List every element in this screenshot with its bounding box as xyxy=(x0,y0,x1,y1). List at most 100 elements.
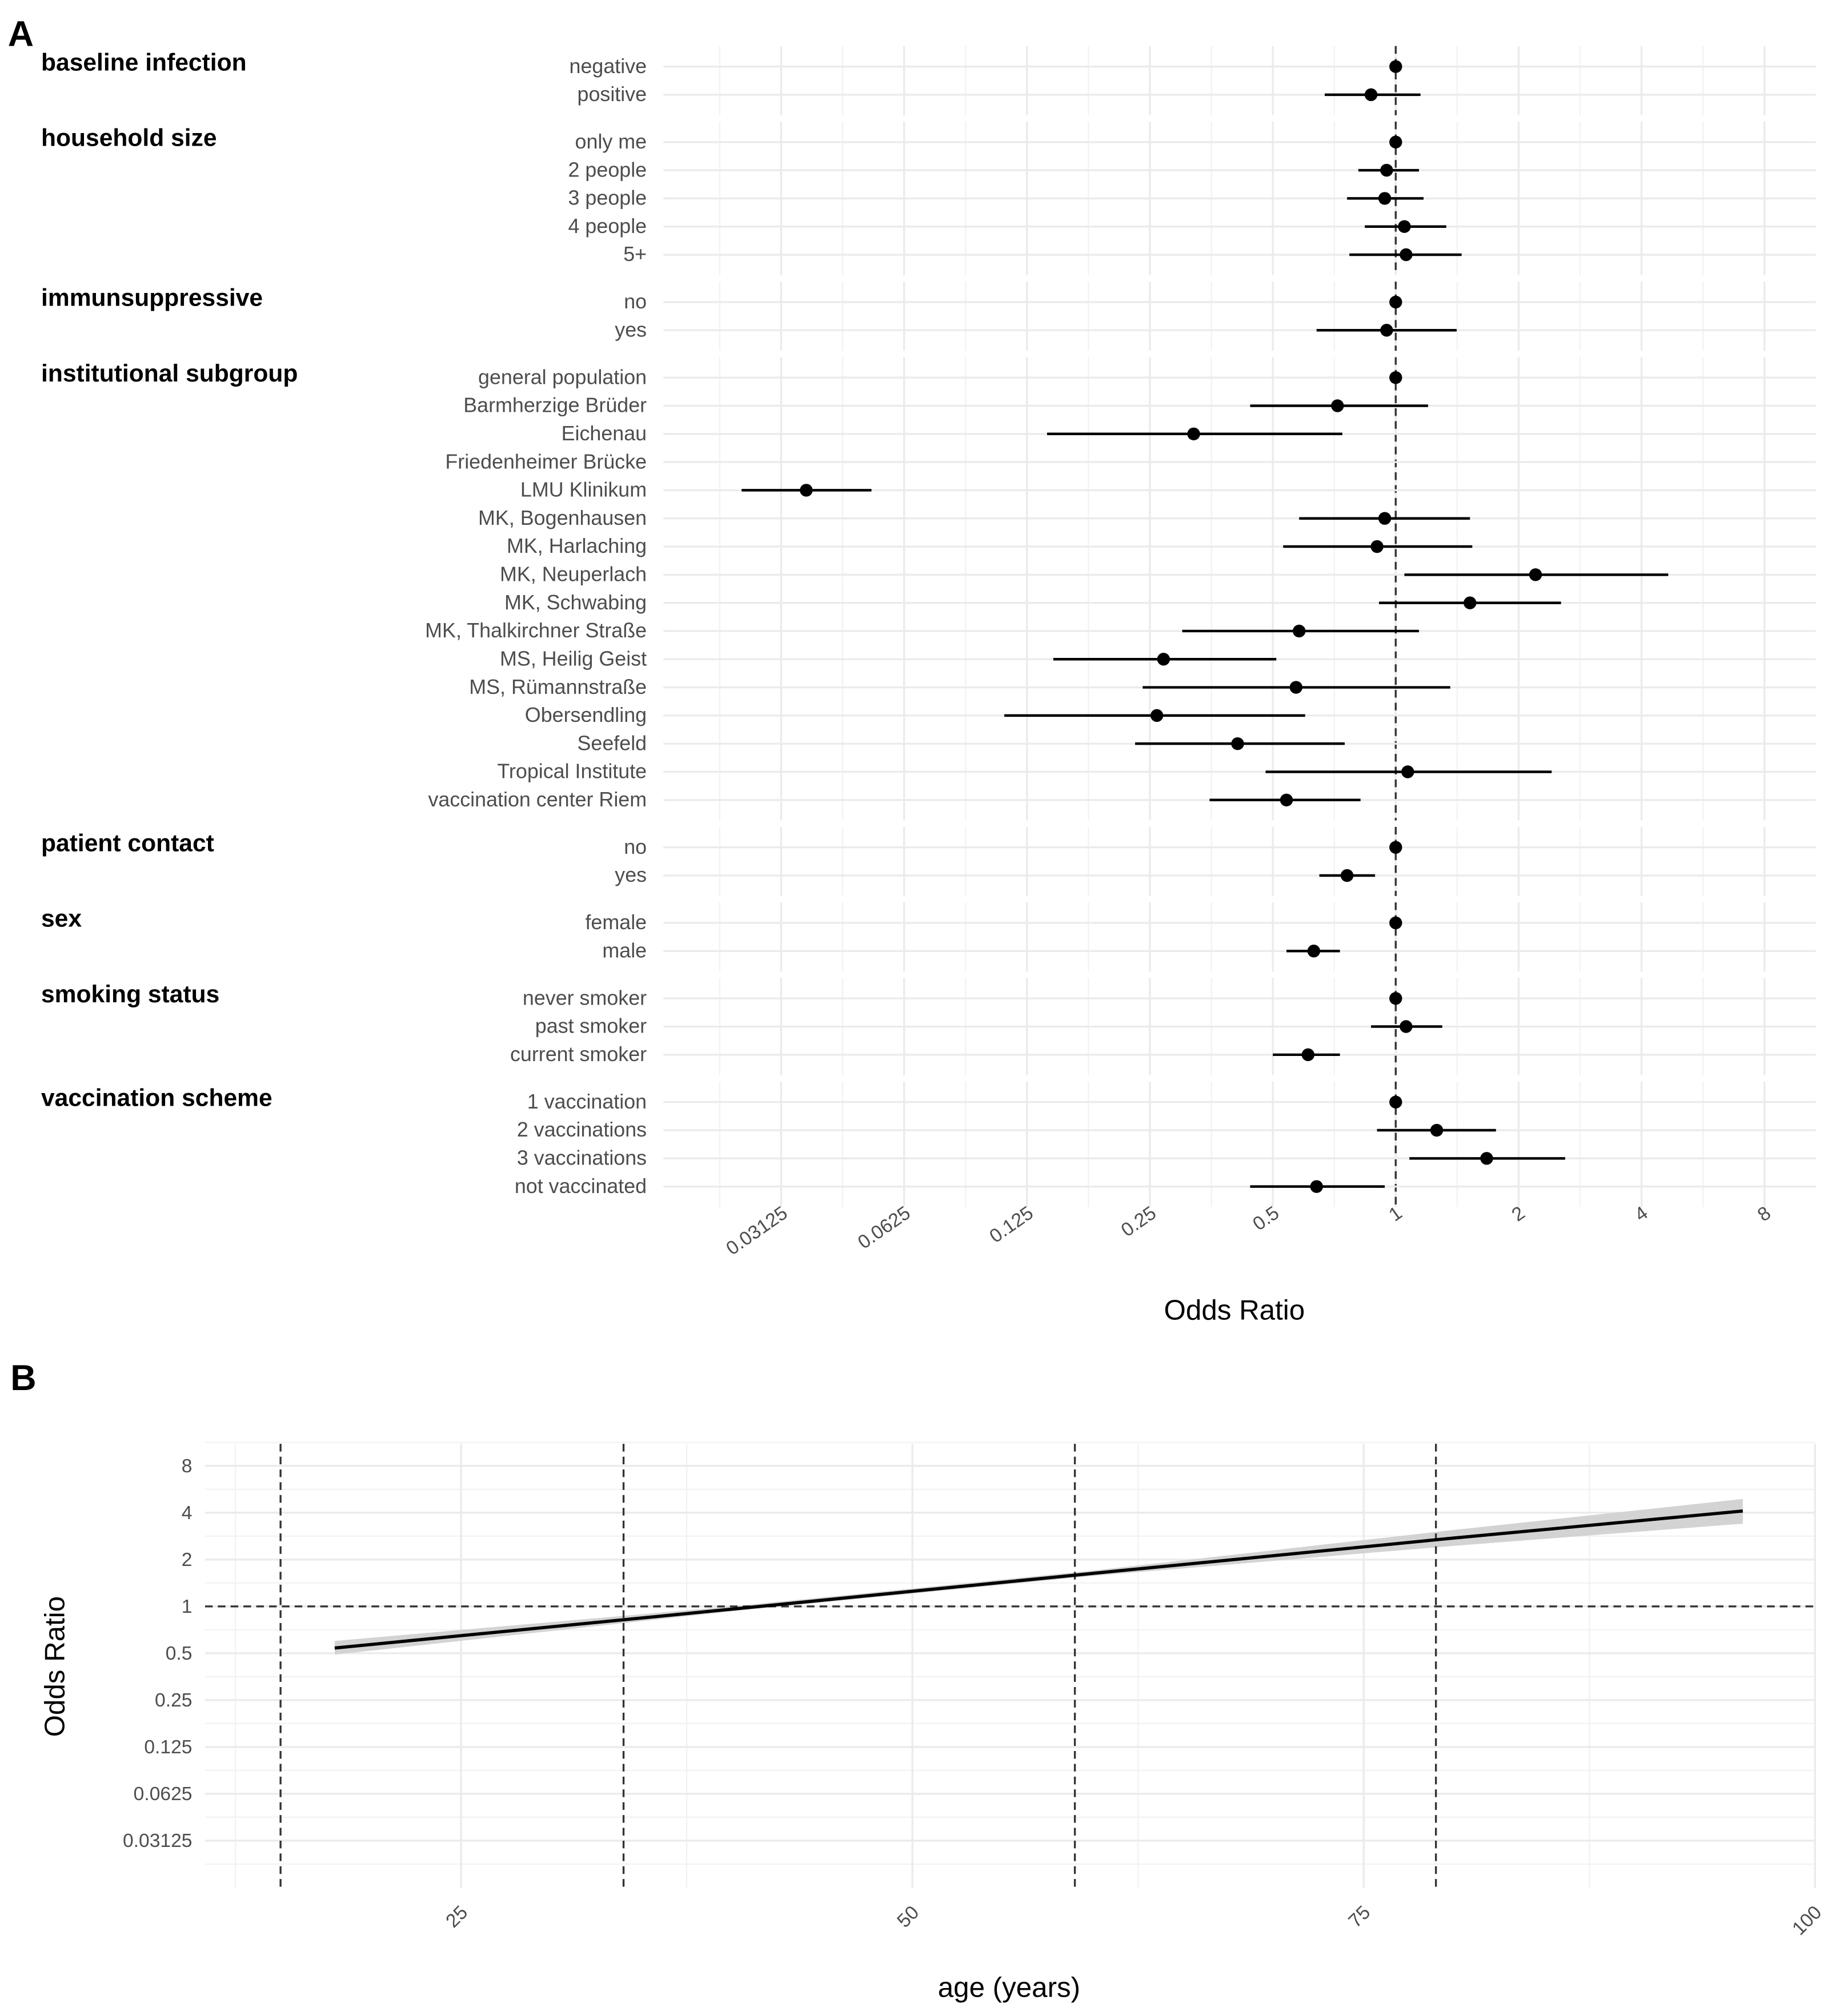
category-label: female xyxy=(585,911,647,934)
y-tick-label: 0.25 xyxy=(155,1690,192,1711)
x-tick-label: 0.125 xyxy=(986,1202,1037,1247)
point-estimate xyxy=(1378,192,1392,205)
category-label: no xyxy=(624,290,647,313)
category-label: past smoker xyxy=(535,1015,647,1038)
category-label: only me xyxy=(575,130,647,153)
category-label: Friedenheimer Brücke xyxy=(445,450,647,473)
category-label: yes xyxy=(615,864,647,886)
y-tick-label: 2 xyxy=(182,1549,193,1571)
x-tick-label: 4 xyxy=(1631,1202,1652,1226)
category-label: not vaccinated xyxy=(515,1175,647,1198)
group-label: vaccination scheme xyxy=(41,1084,272,1111)
category-label: positive xyxy=(578,83,647,106)
point-estimate xyxy=(1289,681,1302,694)
point-estimate xyxy=(1389,371,1402,384)
age-line-plot: 0.03125 0.0625 0.125 0.25 0.5 1 2 4 8 25 50 75 100 ag… xyxy=(39,1441,1826,2003)
x-axis-title: age (years) xyxy=(938,1971,1080,2003)
category-label: MK, Bogenhausen xyxy=(478,507,647,529)
group-label: institutional subgroup xyxy=(41,360,298,387)
point-estimate xyxy=(1380,163,1393,177)
point-estimate xyxy=(1292,624,1306,638)
point-estimate xyxy=(1389,1095,1402,1109)
point-estimate xyxy=(1280,793,1293,806)
x-tick-label: 100 xyxy=(1789,1902,1826,1939)
point-estimate xyxy=(1529,568,1542,581)
point-estimate xyxy=(1150,709,1164,722)
x-tick-label: 0.25 xyxy=(1117,1202,1160,1241)
point-estimate xyxy=(1464,596,1477,609)
point-estimate xyxy=(1157,653,1170,666)
x-tick-label: 1 xyxy=(1385,1202,1406,1226)
category-label: Obersendling xyxy=(525,704,647,726)
point-estimate xyxy=(1430,1123,1444,1137)
category-label: Barmherzige Brüder xyxy=(463,394,647,417)
category-label: Eichenau xyxy=(562,422,647,445)
category-label: MK, Harlaching xyxy=(507,535,647,557)
x-tick-label: 0.03125 xyxy=(723,1202,792,1259)
y-tick-label: 1 xyxy=(182,1596,193,1617)
category-label: current smoker xyxy=(510,1043,647,1066)
point-estimate xyxy=(1401,765,1414,778)
x-tick-label: 2 xyxy=(1508,1202,1529,1226)
category-label: male xyxy=(602,939,647,962)
x-axis-title: Odds Ratio xyxy=(1164,1295,1305,1326)
y-tick-label: 0.03125 xyxy=(123,1830,193,1852)
point-estimate xyxy=(1364,88,1378,102)
category-label: 5+ xyxy=(623,243,647,266)
point-estimate xyxy=(1389,135,1402,148)
category-label: 4 people xyxy=(568,215,647,238)
category-label: Seefeld xyxy=(578,732,647,754)
category-label: yes xyxy=(615,318,647,341)
y-tick-label: 0.125 xyxy=(144,1737,192,1758)
category-label: 2 vaccinations xyxy=(517,1118,647,1141)
point-estimate xyxy=(1378,512,1392,525)
point-estimate xyxy=(1389,991,1402,1005)
group-label: baseline infection xyxy=(41,49,247,76)
category-label: Tropical Institute xyxy=(497,760,647,783)
category-label: general population xyxy=(478,366,647,388)
x-tick-label: 0.0625 xyxy=(854,1202,914,1253)
category-label: no xyxy=(624,836,647,858)
x-tick-label: 25 xyxy=(442,1902,472,1932)
forest-plot: baseline infection negative positive househ… xyxy=(41,46,1816,1326)
category-label: MK, Neuperlach xyxy=(500,563,647,586)
category-label: LMU Klinikum xyxy=(520,479,647,501)
category-label: MK, Thalkirchner Straße xyxy=(425,619,647,642)
point-estimate xyxy=(1380,324,1393,337)
point-estimate xyxy=(1400,1020,1413,1033)
point-estimate xyxy=(1398,220,1411,233)
point-estimate xyxy=(1310,1180,1323,1193)
y-tick-label: 8 xyxy=(182,1456,193,1477)
group-label: immunsuppressive xyxy=(41,284,263,312)
y-axis-title: Odds Ratio xyxy=(39,1596,70,1737)
point-estimate xyxy=(1389,841,1402,854)
group-label: smoking status xyxy=(41,981,219,1008)
point-estimate xyxy=(800,484,813,497)
point-estimate xyxy=(1340,869,1354,882)
x-tick-label: 75 xyxy=(1345,1902,1375,1932)
point-estimate xyxy=(1307,945,1321,958)
category-label: vaccination center Riem xyxy=(428,788,647,811)
group-label: household size xyxy=(41,125,217,152)
point-estimate xyxy=(1389,295,1402,309)
point-estimate xyxy=(1331,399,1344,412)
fit-line xyxy=(334,1509,1743,1650)
category-label: 1 vaccination xyxy=(527,1090,647,1113)
panel-label-a: A xyxy=(8,14,34,54)
point-estimate xyxy=(1370,540,1384,553)
point-estimate xyxy=(1301,1048,1315,1062)
x-tick-label: 8 xyxy=(1754,1202,1775,1226)
point-estimate xyxy=(1231,737,1244,750)
group-label: patient contact xyxy=(41,829,214,857)
y-tick-label: 0.0625 xyxy=(134,1784,193,1805)
group-label: sex xyxy=(41,905,82,933)
category-label: 3 vaccinations xyxy=(517,1147,647,1170)
category-label: never smoker xyxy=(523,986,647,1009)
category-label: MK, Schwabing xyxy=(504,591,647,614)
category-label: 3 people xyxy=(568,187,647,210)
y-tick-label: 4 xyxy=(182,1503,193,1524)
category-label: negative xyxy=(570,55,647,78)
y-tick-label: 0.5 xyxy=(166,1643,193,1664)
category-label: MS, Heilig Geist xyxy=(500,647,647,670)
